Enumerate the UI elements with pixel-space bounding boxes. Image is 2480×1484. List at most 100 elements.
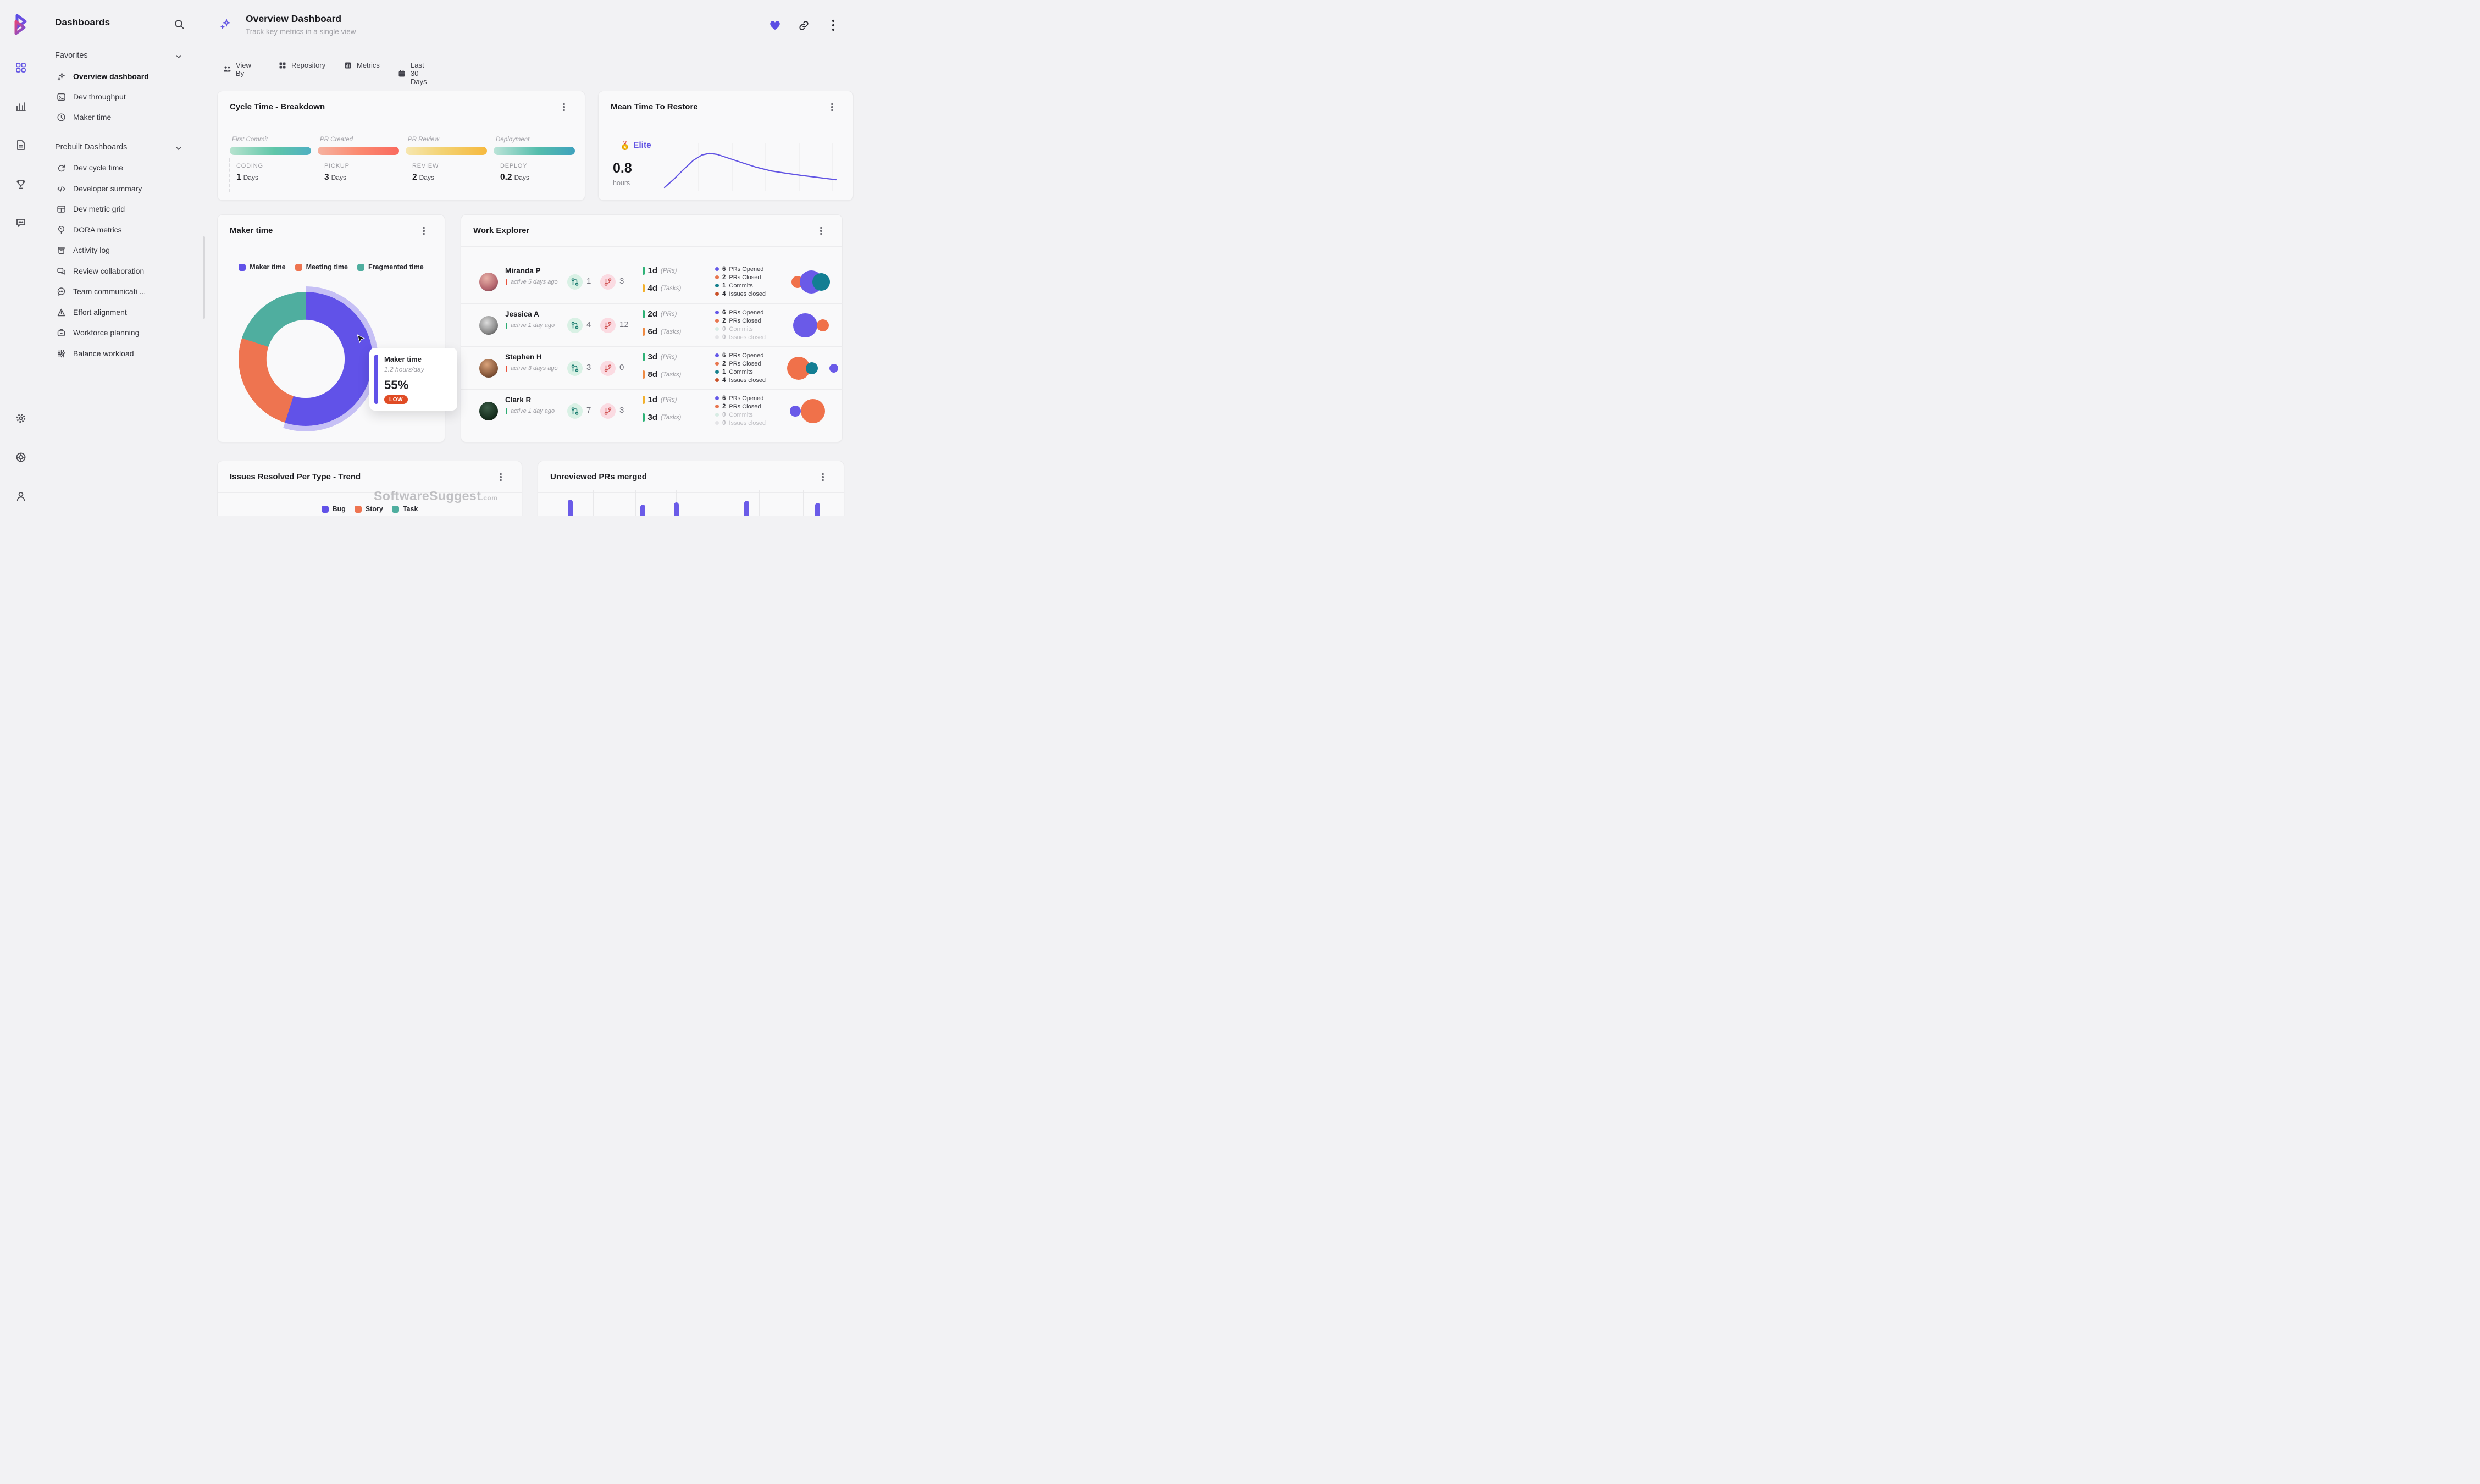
bubble[interactable] xyxy=(829,364,838,373)
card-title: Issues Resolved Per Type - Trend xyxy=(230,472,361,481)
branch-count: 3 xyxy=(619,406,624,415)
legend-item[interactable]: Task xyxy=(391,505,418,513)
table-row[interactable]: Jessica A active 1 day ago 4 12 2d (PRs xyxy=(461,303,843,346)
stat-line: 0 Issues closed xyxy=(715,334,766,341)
bubble[interactable] xyxy=(812,273,830,291)
bubble[interactable] xyxy=(790,406,801,417)
sidebar-item-dev-throughput[interactable]: Dev throughput xyxy=(57,90,126,104)
sidebar-item-dev-cycle-time[interactable]: Dev cycle time xyxy=(57,160,123,175)
pull-request-icon xyxy=(567,361,583,376)
stat-label: Issues closed xyxy=(729,419,766,427)
settings-gear-icon[interactable] xyxy=(14,412,27,425)
filter-metrics[interactable]: Metrics xyxy=(344,61,380,69)
kebab-menu-icon[interactable] xyxy=(560,102,568,112)
profile-person-icon[interactable] xyxy=(14,490,27,503)
legend-swatch xyxy=(391,505,399,513)
duration-unit: (Tasks) xyxy=(661,328,682,335)
kebab-menu-icon[interactable] xyxy=(828,102,837,112)
share-link-icon[interactable] xyxy=(797,19,810,32)
bar[interactable] xyxy=(674,502,679,516)
card-title: Mean Time To Restore xyxy=(611,102,698,112)
dashboards-nav-icon[interactable] xyxy=(14,61,27,74)
kebab-menu-icon[interactable] xyxy=(817,226,826,236)
branch-count: 3 xyxy=(619,276,624,286)
stat-label: PRs Closed xyxy=(729,317,761,324)
sidebar-item-effort-alignment[interactable]: Effort alignment xyxy=(57,305,127,319)
stat-dot xyxy=(715,311,719,315)
triangle-icon xyxy=(57,308,66,317)
mttr-unit: hours xyxy=(613,179,630,187)
favorite-heart-icon[interactable] xyxy=(768,19,782,32)
bubble[interactable] xyxy=(801,399,825,423)
sidebar-scrollbar[interactable] xyxy=(203,236,205,319)
filter-repository[interactable]: Repository xyxy=(279,61,325,69)
bar[interactable] xyxy=(744,501,749,516)
card-title: Maker time xyxy=(230,226,273,235)
maker-time-donut-chart[interactable] xyxy=(239,292,373,426)
duration-value: 4d xyxy=(647,284,658,293)
card-header: Issues Resolved Per Type - Trend xyxy=(218,461,522,493)
chevron-down-icon[interactable] xyxy=(175,53,182,60)
reports-nav-icon[interactable] xyxy=(14,139,27,152)
sidebar-item-workforce-planning[interactable]: Workforce planning xyxy=(57,325,139,340)
page-title: Overview Dashboard xyxy=(246,13,342,24)
card-header: Work Explorer xyxy=(461,215,842,247)
stage-event-label: Deployment xyxy=(496,136,530,143)
bar[interactable] xyxy=(815,503,820,516)
bar[interactable] xyxy=(568,500,573,516)
stat-label: Issues closed xyxy=(729,334,766,341)
avatar xyxy=(479,316,498,335)
section-favorites[interactable]: Favorites xyxy=(55,51,88,60)
chart-tooltip: Maker time 1.2 hours/day 55% LOW xyxy=(369,348,457,411)
help-lifering-icon[interactable] xyxy=(14,451,27,464)
sidebar-item-balance-workload[interactable]: Balance workload xyxy=(57,346,134,361)
bubble[interactable] xyxy=(793,313,817,337)
search-icon[interactable] xyxy=(173,18,185,30)
legend-item[interactable]: Bug xyxy=(321,505,346,513)
sidebar-title: Dashboards xyxy=(55,17,110,27)
stat-label: PRs Opened xyxy=(729,395,764,402)
filter-date-range[interactable]: Last 30 Days xyxy=(398,61,427,86)
card-title: Unreviewed PRs merged xyxy=(550,472,647,481)
sidebar-item-maker-time[interactable]: Maker time xyxy=(57,110,111,124)
kebab-menu-icon[interactable] xyxy=(496,472,505,482)
legend-item[interactable]: Maker time xyxy=(239,263,286,271)
sidebar-item-developer-summary[interactable]: Developer summary xyxy=(57,181,142,196)
sidebar-item-team-communication[interactable]: Team communicati ... xyxy=(57,284,146,298)
sidebar-item-dora-metrics[interactable]: DORA metrics xyxy=(57,223,122,237)
bubble[interactable] xyxy=(806,362,818,374)
filter-view-by[interactable]: View By xyxy=(223,61,251,77)
legend-item[interactable]: Fragmented time xyxy=(357,263,424,271)
sidebar-item-review-collaboration[interactable]: Review collaboration xyxy=(57,264,144,278)
work-explorer-card: Work Explorer Miranda P active 5 days ag… xyxy=(461,214,843,442)
chevron-down-icon[interactable] xyxy=(175,145,182,152)
legend-swatch xyxy=(239,263,246,271)
metrics-nav-icon[interactable] xyxy=(14,100,27,113)
goals-nav-icon[interactable] xyxy=(14,178,27,191)
stat-value: 6 xyxy=(722,395,726,402)
bar[interactable] xyxy=(640,505,645,516)
app-logo[interactable] xyxy=(9,12,33,36)
legend-label: Bug xyxy=(332,505,346,513)
sidebar-item-activity-log[interactable]: Activity log xyxy=(57,243,110,257)
stage-name: CODING xyxy=(236,163,263,169)
legend-item[interactable]: Story xyxy=(354,505,383,513)
table-row[interactable]: Miranda P active 5 days ago 1 3 1d (PRs xyxy=(461,261,843,303)
filter-label: View By xyxy=(236,61,251,77)
kebab-menu-icon[interactable] xyxy=(827,19,840,32)
duration-bar xyxy=(643,370,645,379)
performance-badge: Elite xyxy=(621,141,651,151)
table-row[interactable]: Clark R active 1 day ago 7 3 1d (PRs) xyxy=(461,389,843,432)
section-prebuilt-dashboards[interactable]: Prebuilt Dashboards xyxy=(55,143,128,152)
table-row[interactable]: Stephen H active 3 days ago 3 0 3d (PRs xyxy=(461,346,843,389)
bubble[interactable] xyxy=(817,319,829,331)
kebab-menu-icon[interactable] xyxy=(419,226,428,236)
legend-item[interactable]: Meeting time xyxy=(295,263,348,271)
sidebar-item-dev-metric-grid[interactable]: Dev metric grid xyxy=(57,202,125,216)
sidebar-item-overview-dashboard[interactable]: Overview dashboard xyxy=(57,69,149,84)
feedback-nav-icon[interactable] xyxy=(14,217,27,230)
kebab-menu-icon[interactable] xyxy=(818,472,827,482)
pull-request-icon xyxy=(567,274,583,290)
sliders-icon xyxy=(57,349,66,358)
sidebar-item-label: Workforce planning xyxy=(73,328,140,337)
